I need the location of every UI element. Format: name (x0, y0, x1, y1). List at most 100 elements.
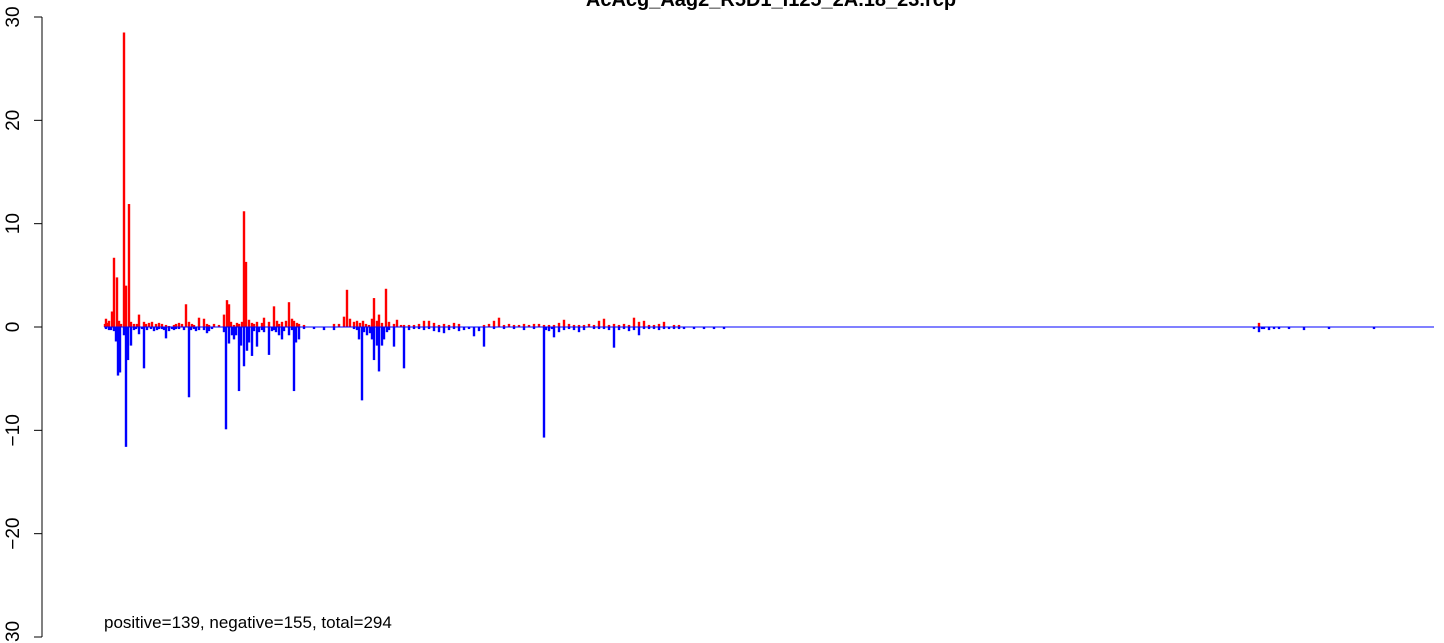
negative-bar (122, 327, 126, 336)
negative-bar (192, 327, 196, 330)
negative-bar (622, 327, 626, 330)
negative-bar (457, 327, 461, 332)
negative-bar (224, 327, 228, 430)
negative-bar (1327, 327, 1331, 330)
positive-bar (542, 324, 546, 327)
positive-bar (280, 321, 284, 327)
positive-bar (345, 289, 349, 327)
negative-bar (177, 327, 181, 330)
negative-bar (152, 327, 156, 332)
positive-bar (399, 324, 403, 327)
negative-bar (162, 327, 166, 331)
negative-bar (657, 327, 661, 331)
positive-bar (190, 323, 194, 327)
positive-bar (217, 324, 221, 327)
positive-bar (642, 320, 646, 327)
negative-bar (332, 327, 336, 331)
positive-bar (442, 323, 446, 327)
negative-bar (637, 327, 641, 336)
negative-bar (362, 327, 366, 333)
negative-bar (112, 327, 116, 332)
positive-bar (380, 322, 384, 327)
positive-bar (262, 317, 266, 327)
positive-bar (492, 320, 496, 327)
positive-bar (617, 324, 621, 327)
negative-bar (592, 327, 596, 330)
positive-bar (147, 322, 151, 327)
positive-bar (260, 322, 264, 327)
negative-bar (210, 327, 214, 330)
negative-bar (652, 327, 656, 330)
positive-bar (522, 323, 526, 327)
negative-bar (402, 327, 406, 369)
negative-bar (202, 327, 206, 331)
negative-bar (277, 327, 281, 336)
negative-bar (302, 327, 306, 330)
negative-bar (607, 327, 611, 331)
negative-bar (126, 327, 130, 361)
positive-bar (110, 311, 114, 327)
positive-bar (537, 323, 541, 327)
negative-bar (272, 327, 276, 331)
negative-bar (417, 327, 421, 330)
positive-bar (127, 204, 131, 327)
negative-bar (572, 327, 576, 331)
positive-bar (352, 321, 356, 327)
positive-bar (577, 324, 581, 327)
positive-bar (364, 323, 368, 327)
positive-bar (487, 323, 491, 327)
negative-bar (602, 327, 606, 330)
positive-bar (582, 324, 586, 327)
negative-bar (270, 327, 274, 332)
positive-bar (174, 323, 178, 327)
positive-bar (557, 322, 561, 327)
positive-bar (587, 323, 591, 327)
positive-bar (187, 321, 191, 327)
negative-bar (230, 327, 234, 336)
negative-bar (547, 327, 551, 332)
negative-bar (245, 327, 249, 351)
negative-bar (267, 327, 271, 355)
positive-bar (657, 323, 661, 327)
negative-bar (237, 327, 241, 392)
y-tick-label: 30 (3, 6, 24, 27)
negative-bar (692, 327, 696, 330)
y-tick-label: −10 (3, 414, 24, 446)
positive-bar (652, 324, 656, 327)
positive-bar (677, 324, 681, 327)
negative-bar (522, 327, 526, 331)
positive-bar (612, 323, 616, 327)
positive-bar (637, 321, 641, 327)
positive-bar (447, 324, 451, 327)
positive-bar (417, 323, 421, 327)
positive-bar (375, 320, 379, 327)
positive-bar (207, 324, 211, 327)
positive-bar (517, 324, 521, 327)
positive-bar (292, 320, 296, 327)
positive-bar (124, 285, 128, 327)
negative-bar (577, 327, 581, 333)
negative-bar (582, 327, 586, 331)
negative-bar (145, 327, 149, 331)
negative-bar (149, 327, 153, 330)
positive-bar (432, 322, 436, 327)
positive-bar (107, 320, 111, 327)
count-annotation: positive=139, negative=155, total=294 (104, 613, 392, 632)
negative-bar (257, 327, 261, 333)
positive-bar (240, 321, 244, 327)
negative-bar (134, 327, 138, 330)
positive-bar (1257, 322, 1261, 327)
negative-bar (1272, 327, 1276, 330)
negative-bar (174, 327, 178, 330)
negative-bar (242, 327, 246, 367)
negative-bar (677, 327, 681, 330)
positive-bar (150, 321, 154, 327)
negative-bar (412, 327, 416, 330)
positive-bar (622, 323, 626, 327)
positive-bar (602, 318, 606, 327)
negative-bar (252, 327, 256, 332)
positive-bar (290, 318, 294, 327)
negative-bar (597, 327, 601, 330)
positive-bar (142, 321, 146, 327)
